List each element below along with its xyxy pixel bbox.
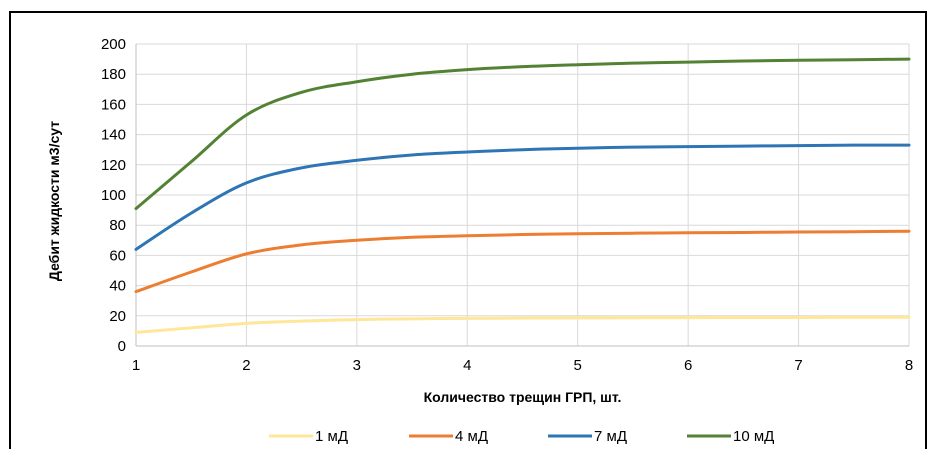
legend-item: 7 мД — [548, 428, 627, 445]
y-tick-label: 160 — [101, 96, 126, 113]
y-tick-label: 120 — [101, 157, 126, 174]
x-tick-label: 4 — [463, 357, 471, 374]
x-tick-label: 1 — [132, 357, 140, 374]
series-line-3 — [134, 143, 911, 251]
y-tick-label: 40 — [109, 278, 126, 295]
series-lines — [134, 57, 911, 334]
legend-item: 4 мД — [409, 428, 488, 445]
line-chart: 0 20 40 60 80 100 120 140 160 180 200 1 2 3 4 5 6 7 8 Коли… — [46, 36, 913, 445]
grid-lines — [136, 43, 910, 346]
y-tick-label: 200 — [101, 36, 126, 53]
x-tick-label: 6 — [684, 357, 692, 374]
x-axis-title: Количество трещин ГРП, шт. — [424, 389, 622, 405]
x-tick-label: 8 — [905, 357, 913, 374]
x-tick-label: 5 — [574, 357, 582, 374]
x-tick-label: 7 — [794, 357, 802, 374]
series-line-4 — [134, 57, 911, 211]
legend-label: 7 мД — [594, 428, 627, 445]
chart-frame: 0 20 40 60 80 100 120 140 160 180 200 1 2 3 4 5 6 7 8 Коли… — [9, 11, 927, 449]
legend: 1 мД 4 мД 7 мД 10 мД — [269, 428, 774, 445]
y-tick-label: 140 — [101, 127, 126, 144]
y-tick-label: 60 — [109, 247, 126, 264]
legend-label: 10 мД — [733, 428, 774, 445]
y-tick-label: 80 — [109, 217, 126, 234]
legend-item: 1 мД — [269, 428, 348, 445]
y-tick-label: 20 — [109, 308, 126, 325]
legend-label: 1 мД — [315, 428, 348, 445]
x-tick-label: 3 — [353, 357, 361, 374]
legend-item: 10 мД — [687, 428, 774, 445]
y-axis-title: Дебит жидкости м3/сут — [46, 121, 62, 281]
tick-labels: 0 20 40 60 80 100 120 140 160 180 200 1 2 3 4 5 6 7 8 — [101, 36, 913, 374]
axes — [135, 44, 909, 347]
y-tick-label: 100 — [101, 187, 126, 204]
y-tick-label: 180 — [101, 66, 126, 83]
legend-label: 4 мД — [455, 428, 488, 445]
series-line-1 — [134, 315, 911, 334]
x-tick-label: 2 — [242, 357, 250, 374]
y-tick-label: 0 — [118, 338, 126, 355]
series-line-2 — [134, 229, 911, 294]
